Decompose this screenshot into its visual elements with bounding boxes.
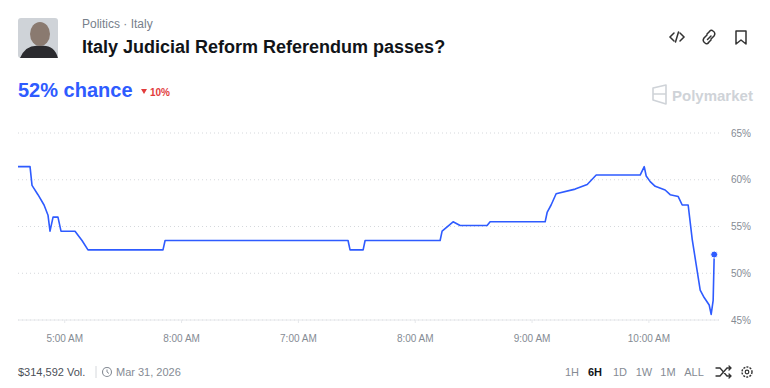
range-button[interactable]: 1W — [636, 366, 653, 378]
x-tick-label: 10:00 AM — [628, 333, 670, 344]
y-tick-label: 45% — [731, 315, 751, 326]
date: Mar 31, 2026 — [116, 366, 181, 378]
clock-icon — [103, 368, 112, 377]
category: Politics · Italy — [82, 17, 153, 31]
avatar — [18, 18, 58, 58]
avatar-body — [20, 46, 58, 58]
settings-icon-center — [745, 370, 749, 374]
settings-icon[interactable] — [742, 367, 752, 377]
grid-line — [18, 179, 719, 180]
x-tick-label: 8:00 AM — [397, 333, 434, 344]
clock-hands — [107, 370, 109, 374]
embed-icon[interactable] — [670, 32, 684, 42]
x-tick — [415, 320, 416, 323]
chance: 52% chance — [18, 79, 133, 101]
down-arrow — [141, 89, 147, 94]
x-tick-label: 9:00 AM — [514, 333, 551, 344]
plot — [18, 167, 718, 315]
change: 10% — [150, 87, 170, 98]
price-line — [18, 167, 714, 315]
bookmark-icon[interactable] — [736, 31, 746, 44]
x-tick — [532, 320, 533, 323]
x-axis — [18, 320, 719, 321]
x-tick — [64, 320, 65, 323]
y-tick-label: 60% — [731, 174, 751, 185]
range-button[interactable]: 1H — [565, 366, 579, 378]
grid-line — [18, 320, 719, 321]
x-tick — [648, 320, 649, 323]
title: Italy Judicial Reform Referendum passes? — [82, 37, 445, 57]
shuffle-icon[interactable] — [716, 366, 731, 378]
range-button[interactable]: 1M — [660, 366, 675, 378]
avatar-head — [30, 22, 50, 46]
y-tick-label: 55% — [731, 221, 751, 232]
volume: $314,592 Vol. — [18, 366, 85, 378]
range-button[interactable]: 1D — [613, 366, 627, 378]
y-tick-label: 50% — [731, 268, 751, 279]
y-tick-label: 65% — [731, 128, 751, 139]
x-tick-label: 8:00 AM — [163, 333, 200, 344]
range-button[interactable]: 6H — [588, 366, 602, 378]
x-tick — [181, 320, 182, 323]
brand-icon — [653, 85, 666, 104]
grid — [18, 133, 719, 320]
brand: Polymarket — [672, 87, 753, 104]
page: Politics · Italy Italy Judicial Reform Re… — [0, 0, 770, 388]
x-tick-label: 7:00 AM — [280, 333, 317, 344]
divider — [96, 366, 97, 378]
x-tick — [298, 320, 299, 323]
range-button[interactable]: ALL — [684, 366, 704, 378]
x-tick-label: 5:00 AM — [46, 333, 83, 344]
grid-line — [18, 226, 719, 227]
grid-line — [18, 133, 719, 134]
grid-line — [18, 273, 719, 274]
link-icon[interactable] — [703, 30, 715, 44]
end-point — [711, 251, 718, 258]
avatar-bg — [18, 18, 58, 58]
